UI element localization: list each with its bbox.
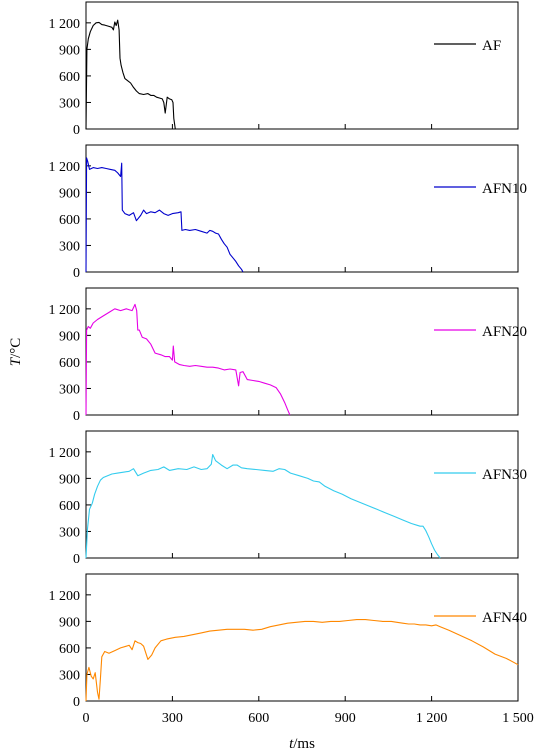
- y-axis-label: T/°C: [8, 338, 24, 367]
- panel-af: 0 300 600 900 1 200 AF: [49, 1, 519, 138]
- y-tick-label: 900: [59, 472, 80, 487]
- panel-frame: [85, 573, 519, 702]
- series-line-afn10: [85, 157, 244, 273]
- y-tick-label: 1 200: [49, 17, 81, 32]
- y-tick-label: 300: [59, 382, 80, 397]
- x-axis-label-var: t: [289, 736, 294, 752]
- y-tick-label: 600: [59, 70, 80, 85]
- legend-label: AFN40: [482, 610, 527, 626]
- y-tick-label: 1 200: [49, 589, 81, 604]
- y-tick-label: 900: [59, 43, 80, 58]
- y-tick-label: 0: [73, 266, 80, 281]
- y-axis-label-unit: /°C: [8, 338, 24, 358]
- panel-frame: [85, 430, 519, 559]
- legend-label: AFN30: [482, 467, 527, 483]
- y-tick-label: 300: [59, 239, 80, 254]
- x-tick-label: 600: [248, 711, 269, 726]
- chart-panels: 0 300 600 900 1 200 AF 0 300 600 900 1 200 AFN10 0 30…: [49, 1, 527, 710]
- panel-frame: [85, 144, 519, 273]
- panel-afn10: 0 300 600 900 1 200 AFN10: [49, 144, 527, 281]
- panel-frame: [85, 287, 519, 416]
- x-tick-label: 0: [83, 711, 90, 726]
- x-tick-labels: 0 300 600 900 1 200 1 500: [83, 711, 534, 726]
- y-tick-label: 600: [59, 499, 80, 514]
- y-tick-label: 300: [59, 525, 80, 540]
- y-tick-label: 0: [73, 123, 80, 138]
- legend-label: AFN20: [482, 324, 527, 340]
- y-axis-label-var: T: [8, 356, 24, 366]
- y-tick-label: 600: [59, 356, 80, 371]
- legend-label: AFN10: [482, 181, 527, 197]
- x-tick-label: 300: [162, 711, 183, 726]
- y-tick-label: 0: [73, 409, 80, 424]
- y-tick-label: 0: [73, 695, 80, 710]
- series-line-afn30: [85, 453, 441, 559]
- x-tick-label: 1 500: [502, 711, 534, 726]
- y-tick-label: 600: [59, 213, 80, 228]
- x-axis-label-unit: /ms: [293, 736, 315, 752]
- legend-label: AF: [482, 38, 501, 54]
- series-line-afn40: [85, 619, 519, 702]
- y-tick-label: 900: [59, 186, 80, 201]
- series-line-af: [85, 19, 176, 130]
- x-tick-label: 900: [335, 711, 356, 726]
- x-axis-label: t/ms: [289, 736, 315, 752]
- y-tick-label: 300: [59, 96, 80, 111]
- y-tick-label: 1 200: [49, 303, 81, 318]
- series-line-afn20: [85, 303, 291, 416]
- panel-afn40: 0 300 600 900 1 200 AFN40: [49, 573, 527, 710]
- x-tick-label: 1 200: [416, 711, 448, 726]
- y-tick-label: 600: [59, 642, 80, 657]
- panel-afn20: 0 300 600 900 1 200 AFN20: [49, 287, 527, 424]
- y-tick-label: 900: [59, 329, 80, 344]
- y-tick-label: 1 200: [49, 446, 81, 461]
- panel-frame: [85, 1, 519, 130]
- y-tick-label: 900: [59, 615, 80, 630]
- panel-afn30: 0 300 600 900 1 200 AFN30: [49, 430, 527, 567]
- y-tick-label: 1 200: [49, 160, 81, 175]
- y-tick-label: 300: [59, 668, 80, 683]
- y-tick-label: 0: [73, 552, 80, 567]
